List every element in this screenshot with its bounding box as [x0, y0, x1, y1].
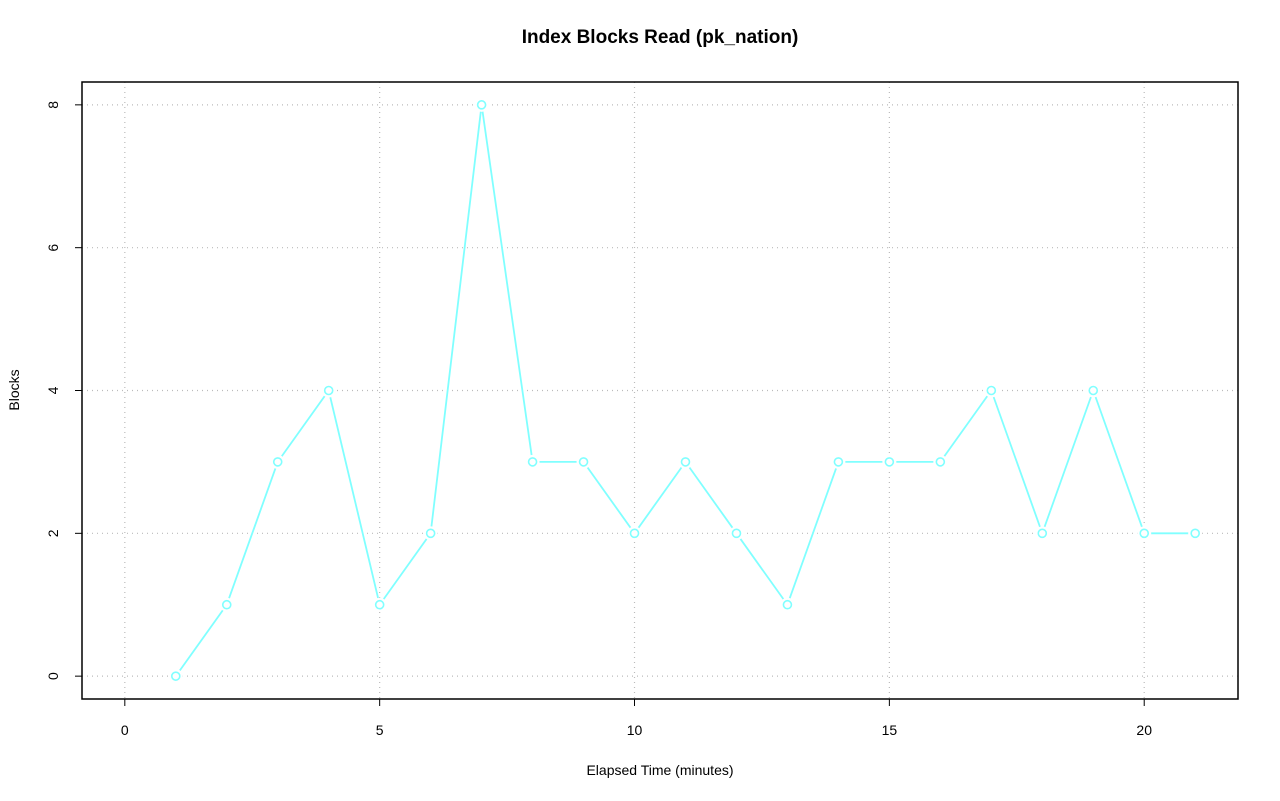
y-axis-label: Blocks: [6, 369, 22, 410]
data-point: [782, 599, 793, 610]
data-point: [221, 599, 232, 610]
plot-frame: [81, 81, 1239, 700]
data-point: [629, 528, 640, 539]
data-point: [272, 457, 283, 467]
data-point: [680, 457, 691, 467]
y-tick-label: 0: [45, 672, 61, 680]
x-tick-label: 0: [121, 722, 129, 738]
halo: [780, 597, 795, 612]
x-tick-label: 5: [376, 722, 384, 738]
halo: [423, 526, 438, 541]
y-tick-label: 2: [45, 529, 61, 537]
data-point: [986, 385, 997, 396]
halo: [168, 669, 183, 684]
halo: [1035, 526, 1050, 541]
data-point: [1190, 528, 1200, 539]
data-point: [323, 385, 334, 396]
y-tick-label: 6: [45, 244, 61, 252]
data-point: [425, 528, 436, 539]
data-point: [374, 599, 385, 610]
halo: [627, 526, 642, 541]
halo: [831, 454, 846, 469]
data-point: [1088, 385, 1099, 396]
y-tick-label: 4: [45, 386, 61, 394]
data-point: [1139, 528, 1150, 539]
halo: [525, 454, 540, 469]
data-point: [527, 457, 538, 467]
chart-title: Index Blocks Read (pk_nation): [522, 27, 799, 48]
x-axis-label: Elapsed Time (minutes): [586, 762, 733, 778]
data-point: [935, 457, 946, 467]
data-point: [833, 457, 844, 467]
data-point: [884, 457, 895, 467]
data-point: [578, 457, 589, 467]
halo: [270, 454, 285, 469]
data-point: [731, 528, 742, 539]
halo: [933, 454, 948, 469]
halo: [1137, 526, 1152, 541]
data-point: [476, 100, 487, 110]
halo: [576, 454, 591, 469]
halo: [474, 97, 489, 112]
y-tick-label: 8: [45, 101, 61, 109]
data-point: [1037, 528, 1048, 539]
halo: [984, 383, 999, 398]
halo: [321, 383, 336, 398]
halo: [372, 597, 387, 612]
halo: [1188, 526, 1203, 541]
halo: [678, 454, 693, 469]
halo: [729, 526, 744, 541]
halo: [219, 597, 234, 612]
data-point: [170, 671, 181, 681]
x-tick-label: 20: [1136, 722, 1152, 738]
halo: [882, 454, 897, 469]
x-tick-label: 10: [627, 722, 643, 738]
halo: [1086, 383, 1101, 398]
x-tick-label: 15: [882, 722, 898, 738]
